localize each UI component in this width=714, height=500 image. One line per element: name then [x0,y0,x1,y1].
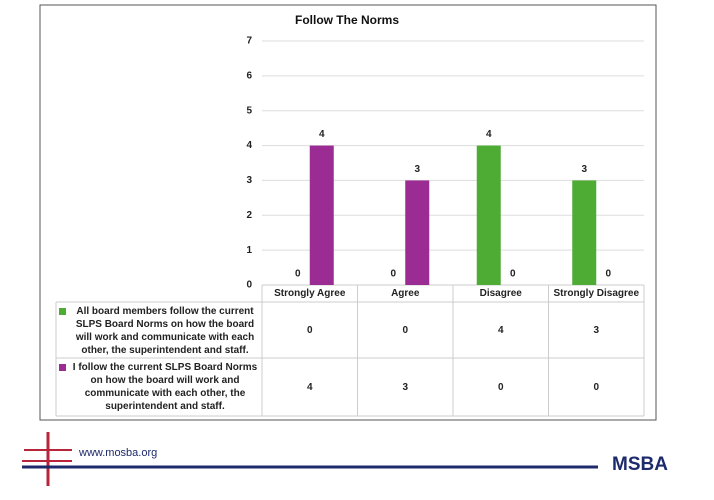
data-label: 0 [605,269,611,280]
table-cell: 3 [593,324,600,336]
y-tick-label: 5 [246,105,252,116]
table-cell: 0 [497,381,504,393]
table-cell: 0 [402,324,409,336]
chart-frame [39,4,657,421]
x-tick-label: Strongly Agree [274,288,346,299]
y-tick-label: 6 [246,70,252,81]
data-label: 0 [510,269,516,280]
data-label: 4 [486,129,492,140]
legend-entry: I follow the current SLPS Board Norms on… [56,361,260,413]
data-label: 3 [581,164,587,175]
table-cell: 4 [497,324,504,336]
footer-url: www.mosba.org [78,447,157,459]
data-label: 4 [319,129,325,140]
table-cell: 4 [306,381,313,393]
legend-swatch [59,308,66,315]
x-tick-label: Disagree [480,288,523,299]
x-tick-label: Agree [391,288,420,299]
legend-entry: All board members follow the current SLP… [56,305,260,357]
y-tick-label: 7 [246,36,252,47]
table-cell: 3 [402,381,409,393]
bar [405,180,430,285]
footer-logo: MSBA [612,454,668,475]
y-tick-label: 3 [246,175,252,186]
table-cell: 0 [593,381,600,393]
bar [476,145,501,285]
y-tick-label: 1 [246,245,252,256]
bar [309,145,334,285]
table-cell: 0 [306,324,313,336]
data-label: 0 [295,269,301,280]
y-tick-label: 2 [246,210,252,221]
y-tick-label: 0 [246,280,252,291]
y-tick-label: 4 [246,140,252,151]
x-tick-label: Strongly Disagree [553,288,639,299]
chart-title: Follow The Norms [295,13,399,27]
data-label: 3 [414,164,420,175]
data-label: 0 [390,269,396,280]
bar [572,180,597,285]
legend-swatch [59,364,66,371]
